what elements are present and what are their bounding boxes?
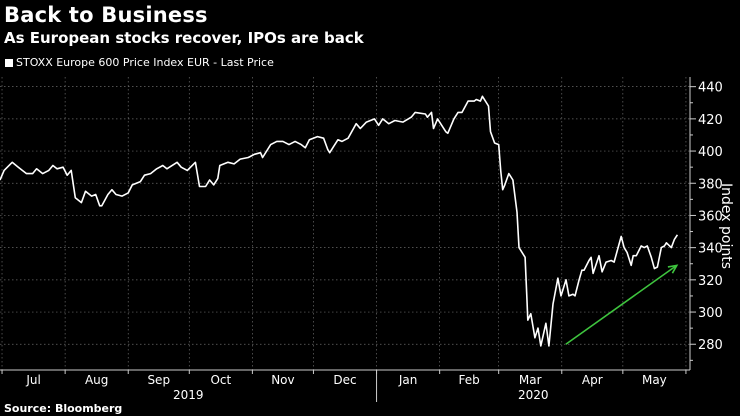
y-axis-label: Index points — [718, 183, 734, 269]
x-tick-label: Oct — [210, 373, 231, 387]
y-tick-label: 420 — [698, 113, 723, 128]
trend-arrow — [565, 264, 678, 345]
chart-title: Back to Business — [4, 3, 208, 27]
x-tick-label: Nov — [271, 373, 294, 387]
y-tick-label: 320 — [698, 274, 723, 289]
x-tick-label: Dec — [333, 373, 356, 387]
source-note: Source: Bloomberg — [4, 402, 123, 415]
y-tick-label: 380 — [698, 177, 723, 192]
x-tick-label: Sep — [147, 373, 170, 387]
arrow-head-icon — [667, 264, 679, 274]
legend-swatch — [5, 58, 13, 67]
x-tick-label: May — [642, 373, 667, 387]
legend-label: STOXX Europe 600 Price Index EUR - Last … — [16, 56, 274, 69]
y-tick-label: 280 — [698, 338, 723, 353]
y-tick-label: 440 — [698, 81, 723, 96]
y-tick-label: 300 — [698, 306, 723, 321]
x-tick-label: Jul — [25, 373, 40, 387]
x-tick-label: Apr — [582, 373, 603, 387]
x-tick-label: Aug — [85, 373, 108, 387]
year-label: 2020 — [518, 388, 549, 402]
y-tick-label: 360 — [698, 209, 723, 224]
year-label: 2019 — [173, 388, 204, 402]
chart-subtitle: As European stocks recover, IPOs are bac… — [4, 29, 364, 47]
series — [0, 95, 679, 347]
axes: 280 300 320 340 360 380 400 420 440 Jul Aug Sep Oct N… — [0, 77, 723, 402]
series-line — [0, 95, 679, 347]
y-tick-label: 340 — [698, 242, 723, 257]
y-tick-label: 400 — [698, 145, 723, 160]
legend: STOXX Europe 600 Price Index EUR - Last … — [5, 56, 274, 69]
annotations — [565, 264, 679, 345]
x-tick-label: Jan — [398, 373, 418, 387]
x-tick-label: Mar — [519, 373, 542, 387]
x-tick-label: Feb — [459, 373, 480, 387]
grid — [0, 77, 690, 370]
